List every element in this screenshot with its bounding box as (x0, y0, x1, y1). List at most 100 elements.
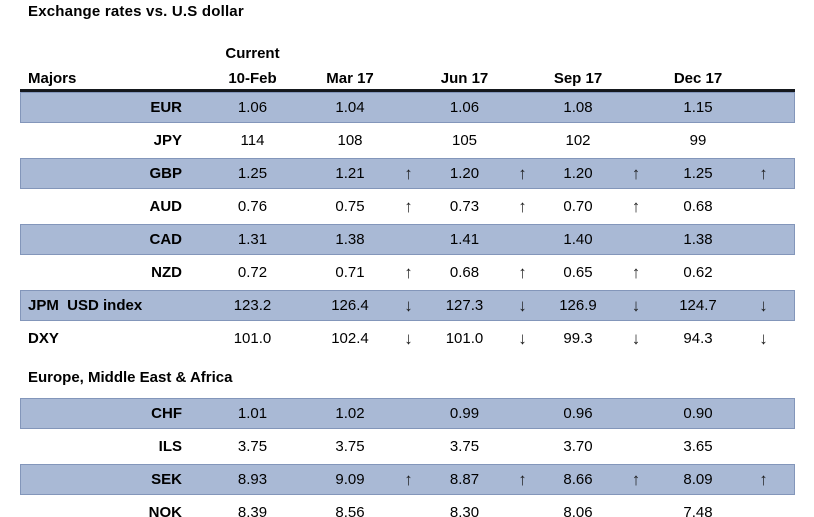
rate-value-sep17: 0.96 (563, 405, 593, 422)
currency-label: CAD (149, 231, 183, 248)
up-arrow-icon: ↑ (759, 470, 768, 489)
rate-value-dec17: 1.25 (683, 165, 713, 182)
rate-value-current: 0.76 (237, 198, 268, 215)
rate-value-dec17: 0.68 (683, 198, 713, 215)
rate-value-jun17: 127.3 (445, 297, 484, 314)
rate-value-sep17: 0.70 (563, 198, 593, 215)
rate-value-jun17: 0.73 (449, 198, 480, 215)
rate-value-mar17: 9.09 (335, 471, 365, 488)
rate-value-sep17: 8.66 (563, 471, 593, 488)
rate-value-current: 1.01 (237, 405, 268, 422)
up-arrow-icon: ↑ (631, 470, 641, 489)
currency-label: NOK (148, 504, 182, 517)
down-arrow-icon: ↓ (404, 329, 413, 348)
rate-value-dec17: 8.09 (683, 471, 713, 488)
rate-value-dec17: 3.65 (683, 438, 713, 455)
down-arrow-icon: ↓ (518, 296, 527, 315)
rate-value-current: 8.93 (237, 471, 268, 488)
rate-value-current: 1.06 (237, 99, 268, 116)
up-arrow-icon: ↑ (518, 263, 527, 282)
up-arrow-icon: ↑ (404, 197, 413, 216)
up-arrow-icon: ↑ (518, 470, 527, 489)
currency-label: NZD (151, 264, 182, 281)
rate-value-jun17: 8.30 (449, 504, 480, 517)
down-arrow-icon: ↓ (759, 329, 768, 348)
rate-value-jun17: 8.87 (449, 471, 480, 488)
rate-value-sep17: 0.65 (563, 264, 593, 281)
rate-value-dec17: 99 (689, 132, 707, 149)
rate-value-jun17: 105 (451, 132, 478, 149)
table-row: JPY 114 108 105 102 99 (20, 125, 795, 158)
rate-value-current: 101.0 (233, 330, 272, 347)
rate-value-current: 1.31 (237, 231, 268, 248)
rate-value-sep17: 126.9 (559, 297, 597, 314)
rates-table: Current Majors 10-Feb Mar 17 Jun 17 Sep … (20, 30, 795, 517)
table-group-header-row: Current (20, 30, 795, 62)
rate-value-current: 3.75 (237, 438, 268, 455)
rate-value-mar17: 126.4 (331, 297, 369, 314)
majors-header: Majors (28, 70, 77, 87)
rate-value-mar17: 1.02 (335, 405, 365, 422)
rate-value-sep17: 1.20 (563, 165, 593, 182)
table-row: NZD 0.72 0.71 ↑ 0.68 ↑ 0.65 ↑ 0.62 (20, 257, 795, 290)
rate-value-sep17: 1.40 (563, 231, 593, 248)
rate-value-dec17: 7.48 (683, 504, 713, 517)
up-arrow-icon: ↑ (404, 263, 413, 282)
rate-value-jun17: 1.20 (449, 165, 480, 182)
down-arrow-icon: ↓ (631, 296, 641, 315)
table-row: SEK 8.93 9.09 ↑ 8.87 ↑ 8.66 ↑ 8.09 ↑ (20, 464, 795, 497)
rate-value-mar17: 1.21 (335, 165, 365, 182)
rate-value-current: 114 (240, 132, 265, 149)
rate-value-jun17: 1.41 (449, 231, 480, 248)
rate-value-current: 0.72 (237, 264, 268, 281)
table-row: CAD 1.31 1.38 1.41 1.40 1.38 (20, 224, 795, 257)
down-arrow-icon: ↓ (631, 329, 641, 348)
table-row: DXY 101.0 102.4 ↓ 101.0 ↓ 99.3 ↓ 94.3 ↓ (20, 323, 795, 356)
rate-value-jun17: 3.75 (449, 438, 480, 455)
currency-label: AUD (149, 198, 183, 215)
down-arrow-icon: ↓ (759, 296, 768, 315)
rate-value-current: 123.2 (233, 297, 272, 314)
table-row: CHF 1.01 1.02 0.99 0.96 0.90 (20, 398, 795, 431)
rate-value-mar17: 108 (337, 132, 363, 149)
column-header-dec17: Dec 17 (673, 70, 723, 87)
down-arrow-icon: ↓ (404, 296, 413, 315)
column-header-mar17: Mar 17 (326, 70, 374, 87)
table-row: AUD 0.76 0.75 ↑ 0.73 ↑ 0.70 ↑ 0.68 (20, 191, 795, 224)
section-header: Europe, Middle East & Africa (28, 368, 233, 386)
rate-value-current: 1.25 (237, 165, 268, 182)
rate-value-dec17: 1.38 (683, 231, 713, 248)
currency-label: JPY (153, 132, 182, 149)
rate-value-dec17: 124.7 (679, 297, 717, 314)
table-column-header-row: Majors 10-Feb Mar 17 Jun 17 Sep 17 Dec 1… (20, 62, 795, 92)
column-header-current: 10-Feb (228, 70, 277, 87)
rate-value-dec17: 94.3 (683, 330, 713, 347)
rate-value-dec17: 0.90 (683, 405, 713, 422)
table-row: ILS 3.75 3.75 3.75 3.70 3.65 (20, 431, 795, 464)
table-row: JPM USD index 123.2 126.4 ↓ 127.3 ↓ 126.… (20, 290, 795, 323)
current-group-label: Current (225, 45, 280, 62)
rate-value-mar17: 1.04 (335, 99, 365, 116)
rate-value-jun17: 0.99 (449, 405, 480, 422)
up-arrow-icon: ↑ (518, 197, 527, 216)
rate-value-jun17: 0.68 (449, 264, 480, 281)
currency-label: DXY (28, 330, 59, 347)
currency-label: CHF (151, 405, 182, 422)
rate-value-mar17: 102.4 (331, 330, 369, 347)
rate-value-mar17: 0.75 (335, 198, 365, 215)
table-row: EUR 1.06 1.04 1.06 1.08 1.15 (20, 92, 795, 125)
down-arrow-icon: ↓ (518, 329, 527, 348)
up-arrow-icon: ↑ (759, 164, 768, 183)
rate-value-sep17: 102 (565, 132, 591, 149)
up-arrow-icon: ↑ (631, 263, 641, 282)
currency-label: GBP (149, 165, 182, 182)
currency-label: JPM USD index (28, 297, 143, 314)
rate-value-sep17: 99.3 (563, 330, 593, 347)
up-arrow-icon: ↑ (518, 164, 527, 183)
rate-value-jun17: 101.0 (445, 330, 484, 347)
rate-value-sep17: 8.06 (563, 504, 593, 517)
table-row: NOK 8.39 8.56 8.30 8.06 7.48 (20, 497, 795, 517)
page-title: Exchange rates vs. U.S dollar (28, 3, 244, 20)
rate-value-mar17: 3.75 (335, 438, 365, 455)
